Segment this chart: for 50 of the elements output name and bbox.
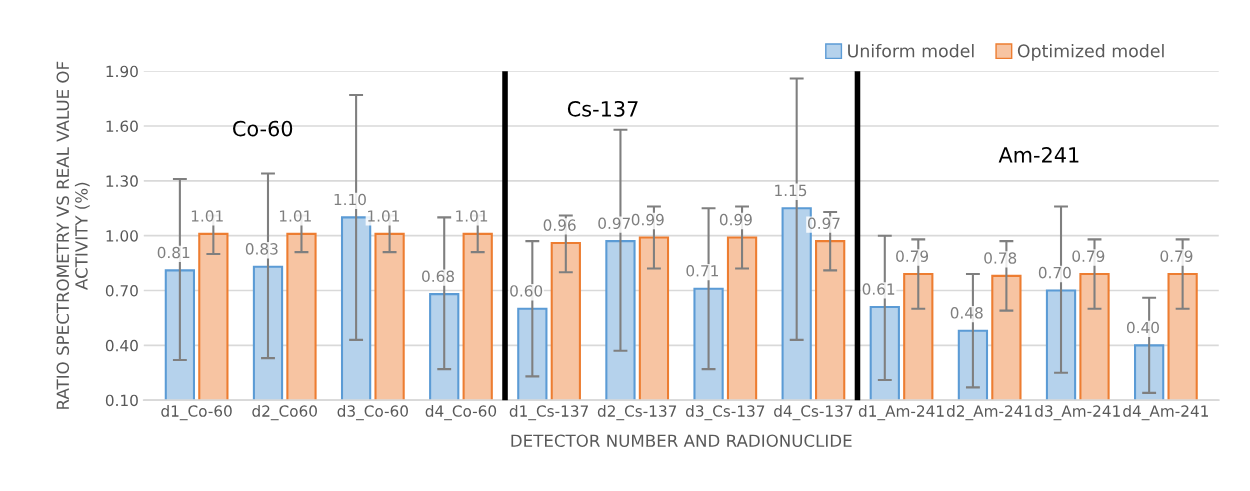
x-tick-label: d2_Cs-137: [597, 405, 677, 421]
annotation: Co-60: [233, 120, 293, 137]
legend-label: Optimized model: [1017, 43, 1164, 61]
data-label: 1.01: [368, 210, 400, 222]
data-label: 0.83: [245, 243, 278, 255]
data-label: 0.78: [984, 252, 1017, 264]
x-tick-label: d2_Am-241: [946, 405, 1032, 421]
x-tick-label: d3_Am-241: [1035, 405, 1120, 421]
x-axis-title: DETECTOR NUMBER AND RADIONUCLIDE: [511, 434, 852, 448]
y-tick-label: 1.90: [106, 65, 138, 78]
y-tick-label: 1.00: [106, 230, 138, 242]
y-axis-title: RATIO SPECTROMETRY VS REAL VALUE OF ACTIVITY (%): [56, 61, 90, 409]
data-label: 0.79: [1160, 250, 1193, 262]
data-label: 0.81: [157, 246, 190, 259]
data-label: 0.79: [1072, 250, 1105, 262]
x-tick-label: d4_Cs-137: [774, 405, 853, 421]
annotation: Cs-137: [567, 100, 638, 117]
y-tick-label: 0.10: [105, 394, 138, 407]
data-label: 0.71: [686, 265, 718, 277]
data-label: 0.61: [862, 283, 895, 295]
data-label: 0.40: [1126, 321, 1159, 334]
x-tick-label: d2_Co60: [252, 405, 317, 421]
annotation: Am-241: [998, 147, 1079, 163]
data-label: 0.99: [631, 213, 664, 226]
x-tick-label: d3_Co-60: [337, 405, 408, 421]
legend-label: Uniform model: [848, 43, 974, 58]
data-label: 1.10: [334, 193, 366, 206]
y-tick-label: 0.40: [105, 339, 138, 352]
x-tick-label: d4_Co-60: [425, 405, 497, 421]
data-label: 0.79: [896, 250, 929, 262]
x-tick-label: d1_Cs-137: [509, 405, 588, 421]
x-tick-label: d3_Cs-137: [685, 405, 765, 421]
y-tick-label: 1.30: [106, 175, 138, 187]
x-tick-label: d4_Am-241: [1123, 405, 1208, 421]
data-label: 0.68: [422, 270, 455, 283]
x-tick-label: d1_Am-241: [858, 405, 944, 421]
data-label: 0.99: [719, 213, 752, 226]
x-tick-label: d1_Co-60: [161, 405, 232, 421]
data-label: 1.15: [775, 184, 807, 197]
data-label: 0.97: [807, 217, 840, 230]
data-label: 1.01: [456, 210, 488, 222]
data-label: 0.96: [543, 219, 576, 231]
data-label: 0.48: [950, 307, 983, 319]
y-tick-label: 0.70: [105, 284, 138, 297]
data-label: 1.01: [279, 210, 311, 222]
data-label: 0.70: [1038, 266, 1071, 279]
data-label: 0.60: [510, 285, 543, 297]
data-label: 0.97: [598, 217, 630, 230]
data-label: 1.01: [191, 210, 223, 222]
y-tick-label: 1.60: [106, 120, 138, 133]
